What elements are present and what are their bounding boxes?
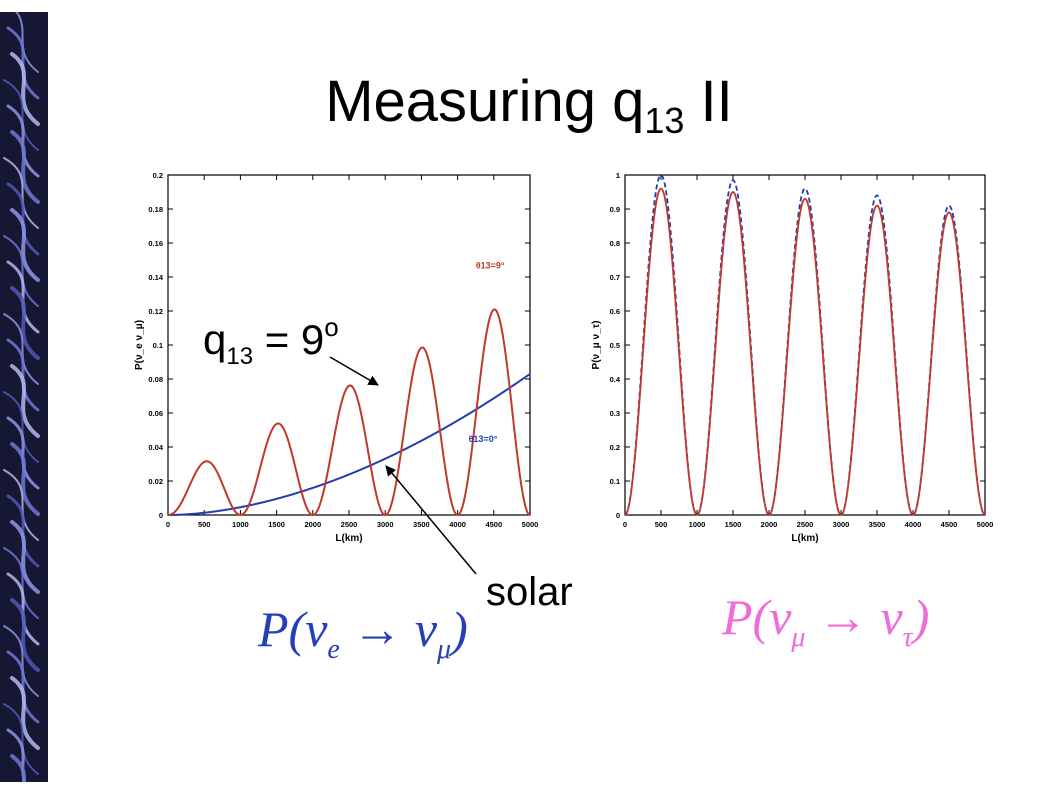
x-tick-label: 1500 (268, 520, 285, 529)
x-tick-label: 4000 (905, 520, 922, 529)
x-tick-label: 3500 (869, 520, 886, 529)
y-tick-label: 0.6 (610, 307, 620, 316)
x-axis-label: L(km) (335, 533, 362, 544)
y-tick-label: 0 (159, 511, 163, 520)
series-red (624, 187, 986, 516)
y-tick-label: 0.2 (153, 171, 163, 180)
formula-nue-to-numu: P(νe → νμ) (258, 601, 468, 665)
plot-frame (167, 174, 531, 516)
y-tick-label: 0.08 (148, 375, 163, 384)
y-tick-label: 0.5 (610, 341, 620, 350)
x-tick-label: 4500 (941, 520, 958, 529)
x-tick-label: 2500 (797, 520, 814, 529)
y-tick-label: 0.04 (148, 443, 163, 452)
page-title: Measuring q13 II (325, 69, 733, 141)
y-tick-label: 0.2 (610, 443, 620, 452)
y-tick-label: 0.1 (153, 341, 163, 350)
y-tick-label: 0.9 (610, 205, 620, 214)
y-tick-label: 0.02 (148, 477, 163, 486)
x-tick-label: 1000 (689, 520, 706, 529)
x-tick-label: 0 (623, 520, 627, 529)
y-tick-label: 0.8 (610, 239, 620, 248)
y-tick-label: 0.4 (610, 375, 621, 384)
x-tick-label: 2500 (341, 520, 358, 529)
y-tick-label: 0.1 (610, 477, 620, 486)
y-tick-label: 0.7 (610, 273, 620, 282)
x-tick-label: 2000 (304, 520, 321, 529)
x-tick-label: 1500 (725, 520, 742, 529)
chart-numu-nutau: 0 500 1000 1500 2000 2500 3000 3500 4000 4500 5000… (591, 171, 994, 544)
y-tick-label: 0 (616, 511, 620, 520)
decorative-side-strip (0, 12, 48, 782)
y-tick-label: 1 (616, 171, 620, 180)
legend-label-theta9: θ13=9° (476, 261, 505, 271)
x-tick-label: 3500 (413, 520, 430, 529)
x-tick-label: 4000 (449, 520, 466, 529)
x-tick-label: 5000 (522, 520, 539, 529)
y-axis-label: P(ν_e ν_μ) (134, 320, 145, 370)
x-tick-label: 2000 (761, 520, 778, 529)
y-tick-label: 0.06 (148, 409, 163, 418)
formula-numu-to-nutau: P(νμ → ντ) (722, 589, 930, 653)
solar-annotation: solar (486, 570, 573, 614)
x-tick-label: 500 (655, 520, 668, 529)
x-tick-label: 3000 (833, 520, 850, 529)
y-tick-label: 0.18 (148, 205, 163, 214)
chart-nue-numu: 0 500 1000 1500 2000 2500 3000 3500 4000 4500 5000… (134, 171, 539, 544)
y-tick-label: 0.16 (148, 239, 163, 248)
x-tick-label: 1000 (232, 520, 249, 529)
y-tick-label: 0.14 (148, 273, 163, 282)
legend-label-theta0: θ13=0° (469, 434, 498, 444)
series-solar-blue (168, 373, 531, 516)
y-axis-label: P(ν_μ ν_τ) (591, 321, 602, 370)
x-tick-label: 3000 (377, 520, 394, 529)
y-tick-label: 0.3 (610, 409, 620, 418)
theta13-annotation: q13 = 9o (203, 312, 339, 370)
y-tick-label: 0.12 (148, 307, 163, 316)
x-tick-label: 5000 (977, 520, 994, 529)
x-axis-label: L(km) (791, 533, 818, 544)
x-tick-label: 500 (198, 520, 211, 529)
x-tick-label: 0 (166, 520, 170, 529)
x-tick-label: 4500 (485, 520, 502, 529)
